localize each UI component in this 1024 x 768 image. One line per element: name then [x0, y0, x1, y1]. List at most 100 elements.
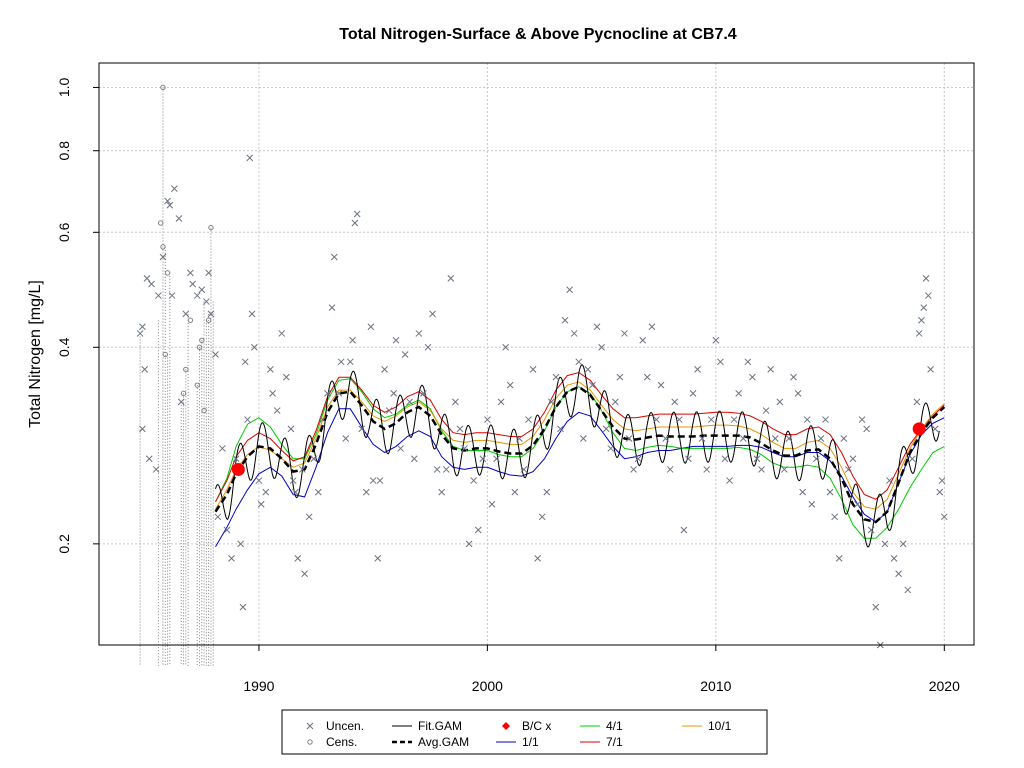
censored-point: [208, 224, 214, 231]
legend: Uncen. Cens. Fit.GAM Avg.GAM B/C x 1/1 4/1 7/1 1…: [281, 709, 768, 755]
legend-box: [281, 709, 768, 755]
uncensored-point: [241, 358, 249, 366]
legend-label: Uncen.: [326, 719, 364, 733]
uncensored-point: [895, 570, 902, 578]
uncensored-point: [822, 416, 829, 423]
legend-label: 1/1: [522, 735, 539, 749]
y-tick-label: 0.8: [56, 141, 72, 161]
uncensored-point: [442, 466, 450, 473]
legend-item-fit-gam: Fit.GAM: [392, 719, 462, 733]
uncensored-point: [193, 292, 201, 299]
uncensored-point: [392, 336, 400, 344]
legend-symbol: [502, 722, 510, 730]
uncensored-point: [653, 416, 660, 423]
uncensored-point: [429, 310, 436, 318]
uncensored-point: [237, 540, 244, 548]
uncensored-point: [776, 398, 784, 406]
series-line-4-1: [215, 378, 945, 539]
legend-label: 4/1: [606, 719, 623, 733]
uncensored-point: [447, 275, 455, 282]
uncensored-point: [294, 555, 302, 562]
legend-item-4-1: 4/1: [580, 719, 623, 733]
uncensored-point: [319, 416, 327, 423]
uncensored-point: [735, 390, 743, 397]
uncensored-point: [244, 416, 251, 423]
uncensored-point: [278, 330, 286, 337]
uncensored-point: [374, 555, 382, 562]
uncensored-point: [381, 366, 388, 373]
legend-label: 7/1: [606, 735, 623, 749]
uncensored-point: [689, 390, 697, 397]
uncensored-point: [420, 390, 427, 397]
uncensored-point: [552, 373, 560, 381]
uncensored-point: [817, 435, 825, 442]
uncensored-point: [918, 316, 925, 324]
uncensored-point: [497, 398, 505, 406]
uncensored-point: [269, 390, 276, 397]
legend-label: Fit.GAM: [418, 719, 462, 733]
uncensored-point: [141, 366, 149, 373]
uncensored-point: [335, 390, 343, 397]
uncensored-point: [232, 455, 240, 463]
uncensored-point: [908, 455, 916, 463]
uncensored-point: [207, 310, 215, 318]
uncensored-point: [182, 310, 190, 318]
uncensored-point: [899, 540, 907, 548]
uncensored-point: [858, 416, 866, 423]
censored-point: [180, 390, 187, 397]
uncensored-point: [266, 366, 274, 373]
uncensored-point: [214, 513, 222, 521]
uncensored-point: [198, 286, 206, 294]
uncensored-point: [671, 398, 679, 406]
uncensored-point: [415, 330, 423, 337]
uncensored-point: [931, 425, 939, 433]
censored-point: [183, 366, 189, 373]
uncensored-point: [456, 425, 464, 433]
uncensored-point: [712, 336, 720, 344]
uncensored-point: [292, 488, 299, 496]
uncensored-point: [155, 292, 162, 299]
uncensored-point: [781, 466, 788, 473]
uncensored-point: [273, 407, 281, 414]
censored-point: [199, 337, 205, 343]
uncensored-point: [298, 466, 306, 473]
uncensored-point: [289, 477, 297, 484]
uncensored-point: [406, 398, 414, 406]
censored-point: [160, 84, 166, 91]
uncensored-point: [557, 425, 564, 433]
censored-point: [187, 317, 194, 323]
y-tick-label: 0.4: [56, 337, 72, 357]
uncensored-point: [872, 603, 880, 611]
uncensored-point: [470, 477, 478, 484]
uncensored-point: [401, 351, 409, 358]
uncensored-point: [525, 416, 532, 423]
uncensored-point: [342, 435, 350, 442]
uncensored-point: [461, 445, 468, 452]
uncensored-point: [675, 416, 683, 423]
uncensored-point: [694, 366, 701, 373]
uncensored-point: [721, 455, 729, 463]
y-tick-label: 1.0: [56, 77, 72, 97]
uncensored-point: [589, 381, 596, 389]
uncensored-point: [543, 488, 551, 496]
uncensored-point: [314, 488, 322, 496]
uncensored-point: [785, 435, 793, 442]
uncensored-point: [257, 500, 265, 508]
legend-item-7-1: 7/1: [580, 735, 623, 749]
uncensored-point: [506, 381, 514, 389]
uncensored-point: [330, 253, 338, 261]
legend-label: Cens.: [326, 735, 357, 749]
uncensored-point: [915, 330, 923, 337]
uncensored-point: [936, 488, 944, 496]
uncensored-point: [143, 275, 151, 282]
uncensored-point: [657, 381, 665, 389]
censored-point: [162, 351, 168, 358]
uncensored-point: [913, 398, 921, 406]
uncensored-point: [803, 416, 811, 423]
uncensored-point: [662, 435, 669, 442]
uncensored-point: [397, 445, 404, 452]
uncensored-point: [625, 435, 633, 442]
uncensored-point: [739, 435, 747, 442]
uncensored-point: [136, 330, 144, 337]
